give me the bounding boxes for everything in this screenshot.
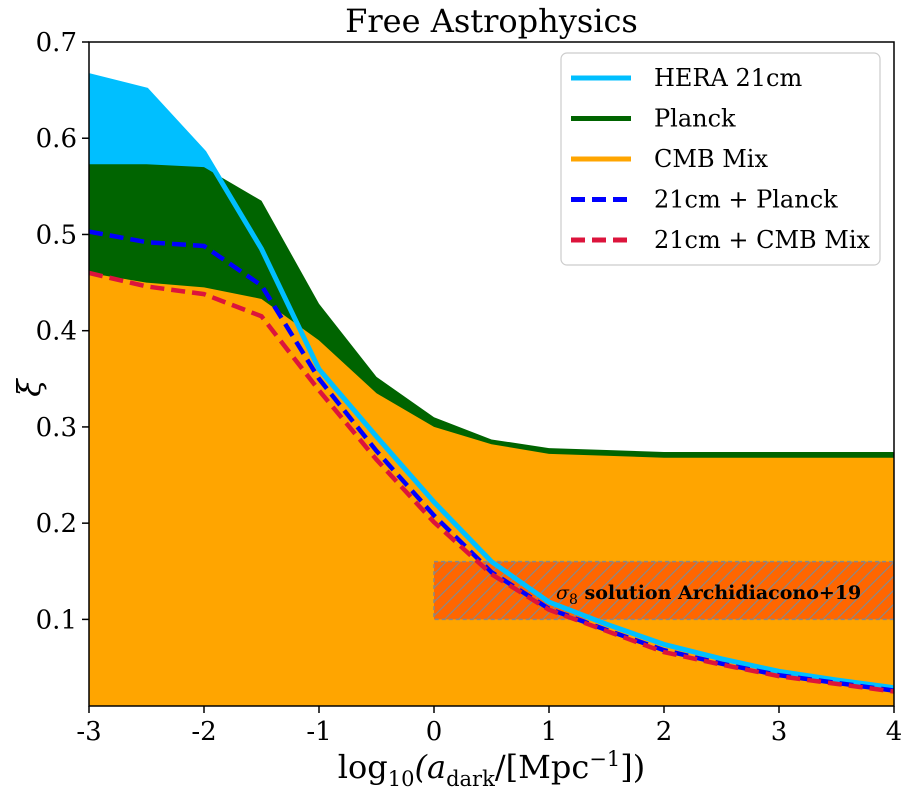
line-21cm-plus-cmb-mix: [89, 270, 894, 694]
x-tick-label: 0: [426, 717, 443, 747]
sigma8-text: solution Archidiacono+19: [578, 582, 861, 604]
x-tick-label: -1: [306, 717, 331, 747]
x-label-unit: /[Mpc: [495, 748, 589, 786]
plot-frame: [88, 41, 895, 707]
plot-area: [89, 73, 894, 706]
legend-label-planck: Planck: [654, 105, 736, 133]
legend-label-21cm-plus-planck: 21cm + Planck: [654, 186, 838, 214]
y-tick-label: 0.6: [36, 124, 77, 154]
sigma8-solution-region: [433, 560, 894, 621]
x-tick-label: -2: [191, 717, 216, 747]
y-tick-label: 0.3: [36, 413, 77, 443]
y-tick-label: 0.5: [36, 220, 77, 250]
legend: HERA 21cm Planck CMB Mix 21cm + Planck 21cm …: [560, 52, 881, 266]
sigma8-subscript: 8: [569, 592, 578, 608]
legend-label-cmb-mix: CMB Mix: [654, 145, 768, 173]
sigma8-label: σ8 solution Archidiacono+19: [556, 582, 861, 608]
y-tick-label: 0.4: [36, 317, 77, 347]
region-cmb-mix: [89, 272, 894, 706]
x-label-close: ]): [620, 748, 645, 786]
x-tick-label: 4: [886, 717, 903, 747]
x-tick-label: 1: [541, 717, 558, 747]
line-21cm-plus-planck: [89, 229, 894, 693]
legend-box: [560, 52, 881, 266]
y-tick-label: 0.2: [36, 509, 77, 539]
x-label-sub1: 10: [388, 767, 415, 791]
y-tick-label: 0.1: [36, 605, 77, 635]
x-tick-label: 2: [656, 717, 673, 747]
sigma8-symbol: σ: [556, 582, 570, 604]
legend-label-hera-21cm: HERA 21cm: [654, 64, 802, 92]
x-axis: -3 -2 -1 0 1 2 3 4: [76, 706, 902, 747]
y-axis: 0.1 0.2 0.3 0.4 0.5 0.6 0.7: [36, 28, 89, 635]
x-label-sub2: dark: [446, 767, 495, 791]
x-label-a: (a: [415, 748, 447, 786]
x-axis-label: log10(adark/[Mpc−1]): [338, 747, 645, 791]
x-tick-label: -3: [76, 717, 101, 747]
line-hera-21cm: [89, 73, 894, 691]
sigma8-box-hatch: [433, 560, 894, 621]
x-tick-label: 3: [771, 717, 788, 747]
legend-label-21cm-plus-cmb-mix: 21cm + CMB Mix: [654, 226, 871, 254]
y-axis-label: ξ: [10, 378, 48, 397]
y-tick-label: 0.7: [36, 28, 77, 58]
x-label-sup: −1: [589, 747, 620, 771]
chart-title: Free Astrophysics: [345, 2, 638, 40]
series-lines: [89, 73, 894, 694]
x-label-log: log: [338, 748, 388, 786]
